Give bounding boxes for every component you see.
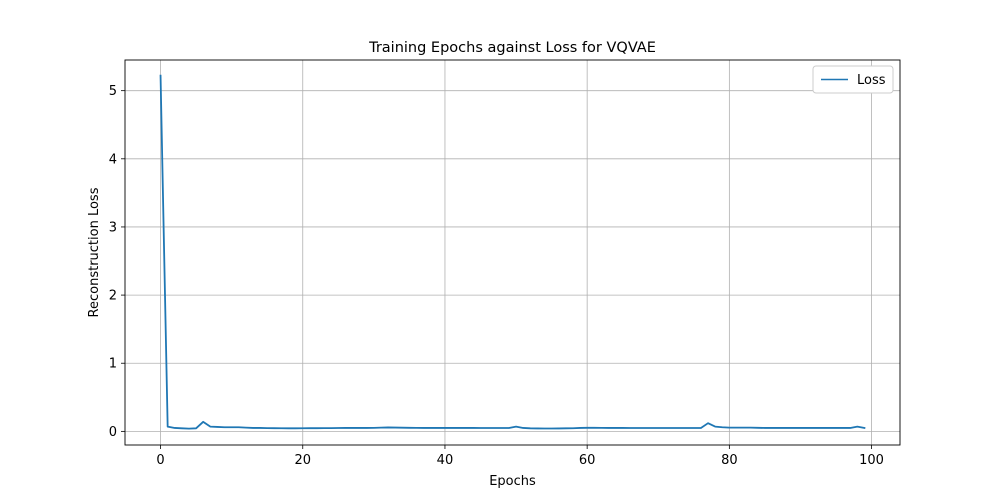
legend-box [812, 65, 894, 94]
legend: Loss [812, 65, 894, 94]
y-tick-label: 4 [109, 152, 117, 167]
x-tick-label: 60 [579, 453, 596, 468]
x-tick-label: 100 [859, 453, 884, 468]
x-tick-label: 20 [294, 453, 311, 468]
legend-label: Loss [857, 73, 886, 88]
y-tick-label: 5 [109, 84, 117, 99]
chart-title: Training Epochs against Loss for VQVAE [368, 40, 656, 56]
series-line-loss [159, 74, 866, 430]
x-axis-label: Epochs [489, 474, 536, 489]
y-tick-label: 3 [109, 220, 117, 235]
plot-frame [124, 59, 901, 446]
x-tick-label: 0 [156, 453, 164, 468]
x-tick-label: 80 [721, 453, 738, 468]
axis-ticks: 0 20 40 60 80 100 0 1 2 3 4 5 [109, 84, 884, 468]
grid-lines [125, 60, 900, 445]
y-tick-label: 1 [109, 357, 117, 372]
x-tick-label: 40 [437, 453, 454, 468]
series-layer [159, 74, 866, 430]
y-axis-label: Reconstruction Loss [87, 187, 102, 317]
y-tick-label: 2 [109, 289, 117, 304]
y-tick-label: 0 [109, 425, 117, 440]
